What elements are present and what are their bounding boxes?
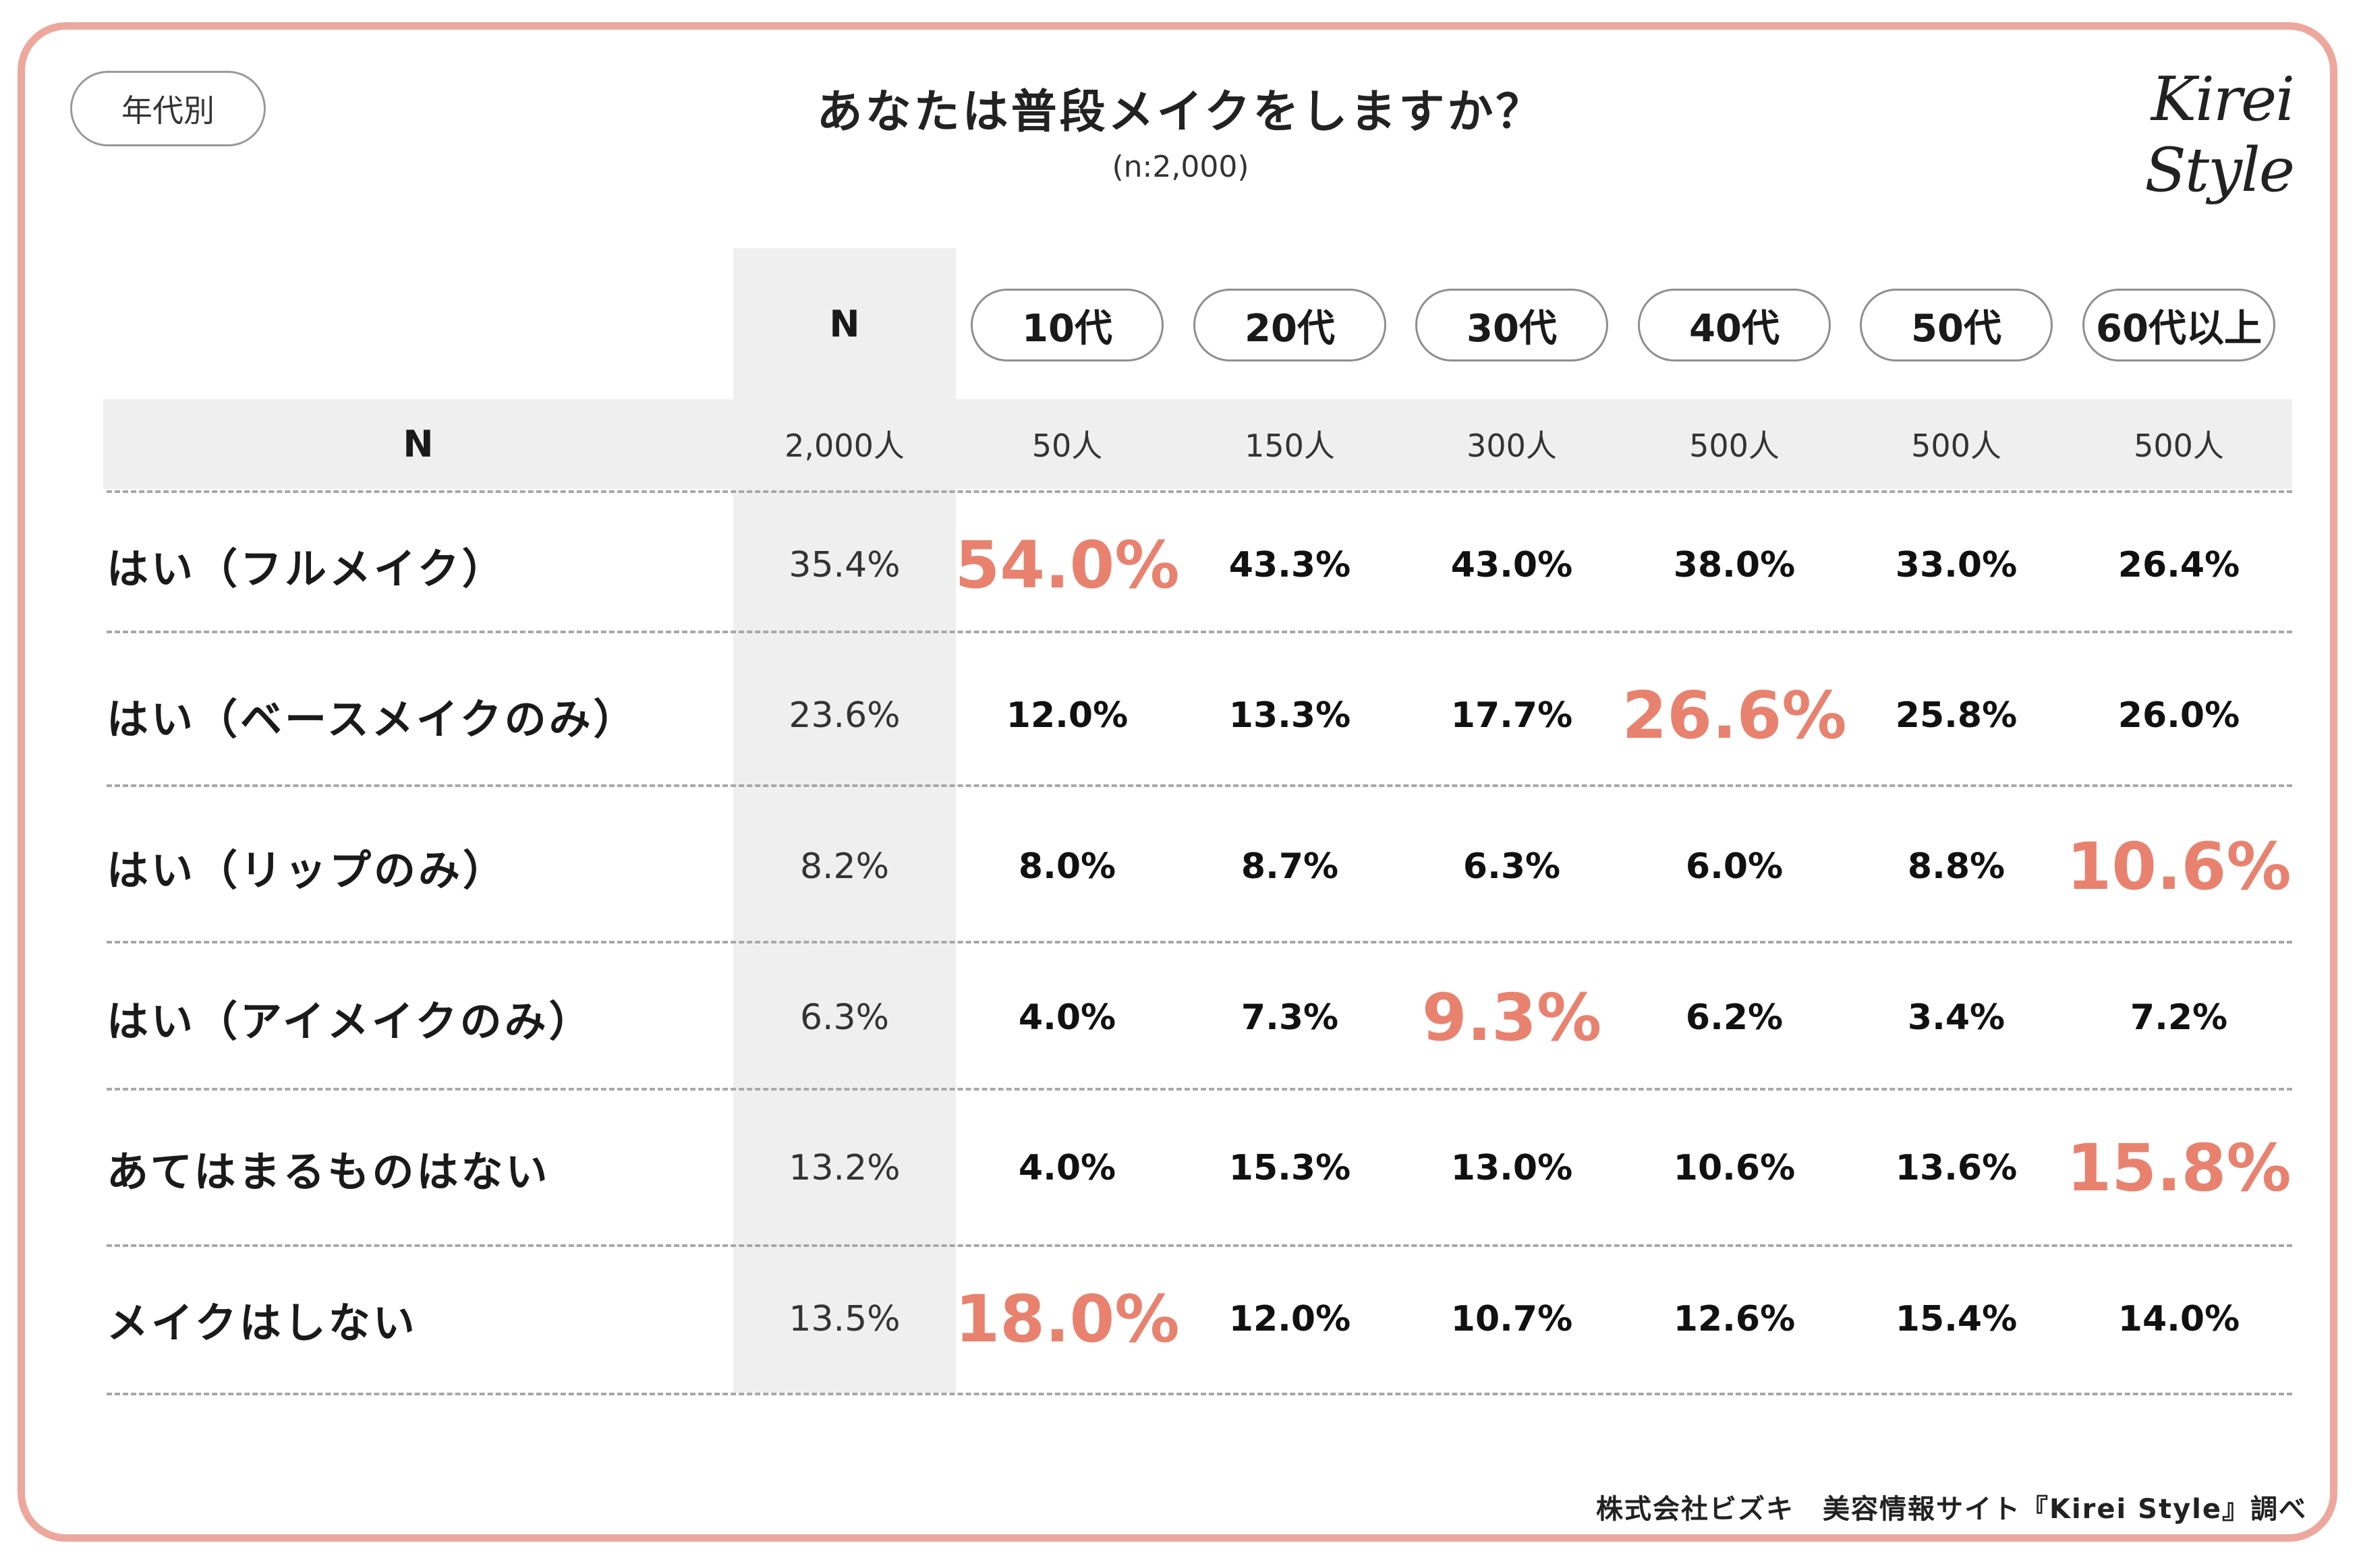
- brand-logo: Kirei Style: [2144, 64, 2295, 206]
- percent-cell: 8.8%: [1907, 846, 2006, 887]
- answer-label: メイクはしない: [107, 1298, 418, 1347]
- percent-cell: 13.6%: [1895, 1148, 2018, 1188]
- percent-cell: 43.3%: [1228, 545, 1351, 585]
- total-percent-cell: 6.3%: [799, 997, 890, 1038]
- highlighted-percent-cell: 9.3%: [1421, 980, 1602, 1055]
- percent-cell: 6.3%: [1462, 846, 1561, 887]
- row-divider: [107, 941, 2292, 943]
- age-group-header: 60代以上: [2082, 289, 2275, 361]
- total-percent-cell: 23.6%: [789, 695, 901, 736]
- row-divider: [107, 631, 2292, 633]
- row-divider: [107, 1088, 2292, 1091]
- answer-label: はい（ベースメイクのみ）: [107, 695, 638, 744]
- percent-cell: 7.3%: [1241, 997, 1339, 1038]
- card-frame: [18, 22, 2337, 1542]
- answer-label: はい（リップのみ）: [107, 846, 508, 895]
- percent-cell: 15.3%: [1228, 1148, 1351, 1188]
- percent-cell: 43.0%: [1450, 545, 1573, 585]
- answer-label: はい（フルメイク）: [107, 544, 507, 593]
- row-divider: [107, 1244, 2292, 1247]
- percent-cell: 4.0%: [1018, 997, 1116, 1038]
- percent-cell: 8.7%: [1241, 846, 1339, 887]
- n-count-cell: 500人: [1689, 428, 1780, 464]
- n-count-cell: 500人: [1911, 428, 2001, 464]
- age-group-header: 40代: [1638, 289, 1831, 361]
- percent-cell: 17.7%: [1450, 695, 1573, 736]
- chart-title: あなたは普段メイクをしますか？: [816, 86, 1545, 139]
- percent-cell: 6.2%: [1685, 997, 1784, 1038]
- age-group-header: 50代: [1860, 289, 2053, 361]
- percent-cell: 7.2%: [2130, 997, 2228, 1038]
- percent-cell: 6.0%: [1685, 846, 1784, 887]
- row-divider: [107, 1393, 2292, 1395]
- percent-cell: 26.4%: [2117, 545, 2240, 585]
- total-percent-cell: 35.4%: [789, 545, 901, 585]
- total-percent-cell: 8.2%: [799, 846, 890, 887]
- row-divider: [107, 490, 2292, 493]
- n-total-cell: 2,000人: [785, 428, 905, 464]
- percent-cell: 4.0%: [1018, 1148, 1116, 1188]
- category-badge: 年代別: [70, 71, 266, 146]
- answer-label: はい（アイメイクのみ）: [107, 997, 594, 1046]
- percent-cell: 12.6%: [1673, 1299, 1796, 1339]
- highlighted-percent-cell: 10.6%: [2066, 829, 2292, 904]
- highlighted-percent-cell: 26.6%: [1622, 678, 1847, 753]
- n-count-cell: 50人: [1031, 428, 1103, 464]
- percent-cell: 13.3%: [1228, 695, 1351, 736]
- highlighted-percent-cell: 18.0%: [955, 1281, 1180, 1357]
- percent-cell: 26.0%: [2117, 695, 2240, 736]
- total-percent-cell: 13.5%: [789, 1299, 901, 1339]
- n-row-shading: [103, 399, 2292, 489]
- age-group-header: 30代: [1415, 289, 1608, 361]
- percent-cell: 15.4%: [1895, 1299, 2018, 1339]
- percent-cell: 13.0%: [1450, 1148, 1573, 1188]
- age-group-header: 10代: [971, 289, 1164, 361]
- highlighted-percent-cell: 15.8%: [2066, 1130, 2292, 1206]
- percent-cell: 10.6%: [1673, 1148, 1796, 1188]
- percent-cell: 38.0%: [1673, 545, 1796, 585]
- n-count-cell: 300人: [1467, 428, 1557, 464]
- answer-label: あてはまるものはない: [107, 1147, 550, 1196]
- percent-cell: 12.0%: [1006, 695, 1129, 736]
- percent-cell: 3.4%: [1907, 997, 2006, 1038]
- highlighted-percent-cell: 54.0%: [955, 527, 1180, 603]
- percent-cell: 25.8%: [1895, 695, 2018, 736]
- percent-cell: 8.0%: [1018, 846, 1116, 887]
- percent-cell: 14.0%: [2117, 1299, 2240, 1339]
- sample-size: (n:2,000): [1112, 150, 1249, 184]
- percent-cell: 10.7%: [1450, 1299, 1573, 1339]
- percent-cell: 33.0%: [1895, 545, 2018, 585]
- n-count-cell: 500人: [2134, 428, 2224, 464]
- age-group-header: 20代: [1193, 289, 1386, 361]
- total-column-header: N: [829, 302, 860, 345]
- percent-cell: 12.0%: [1228, 1299, 1351, 1339]
- source-credit: 株式会社ビズキ 美容情報サイト『Kirei Style』調べ: [1595, 1494, 2307, 1525]
- total-percent-cell: 13.2%: [789, 1148, 901, 1188]
- row-divider: [107, 784, 2292, 787]
- n-row-label: N: [403, 422, 434, 465]
- n-count-cell: 150人: [1245, 428, 1335, 464]
